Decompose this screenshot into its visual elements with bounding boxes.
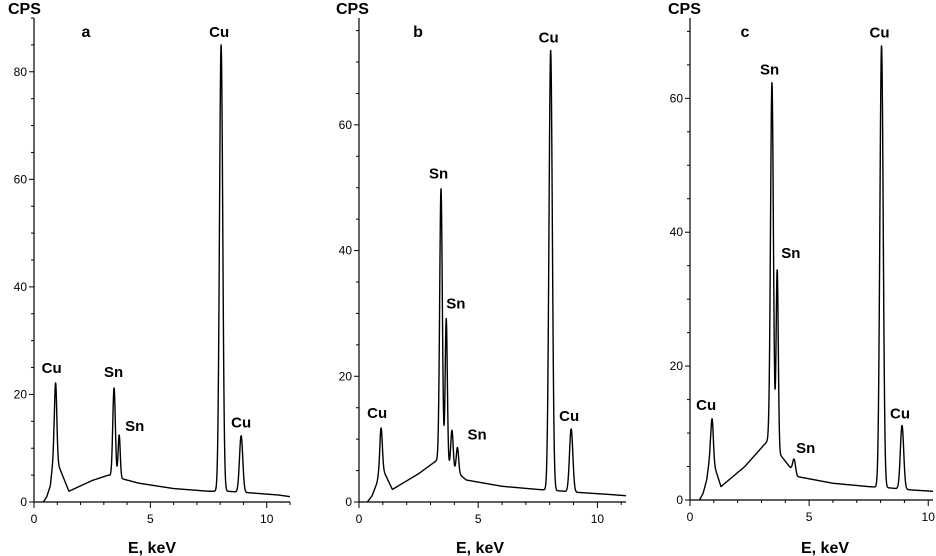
peak-label: Cu (696, 397, 716, 414)
x-tick-label: 0 (687, 510, 694, 524)
x-tick-label: 10 (591, 512, 605, 526)
y-tick-label: 0 (20, 495, 27, 509)
x-axis-title: E, keV (128, 540, 176, 556)
spectrum-line (698, 45, 934, 501)
peak-label: Cu (209, 24, 229, 41)
peak-label: Cu (870, 25, 890, 42)
x-tick-label: 5 (147, 512, 154, 526)
peak-label: Sn (446, 296, 465, 313)
x-tick-label: 5 (806, 510, 813, 524)
x-tick-label: 0 (31, 512, 38, 526)
panel-letter: b (413, 24, 423, 41)
spectrum-line (42, 44, 291, 503)
y-axis-title: CPS (8, 1, 41, 18)
peak-label: Sn (467, 426, 486, 443)
peak-label: Sn (760, 62, 779, 79)
peak-label: Cu (231, 415, 251, 432)
y-tick-label: 0 (676, 493, 683, 507)
peak-label: Cu (890, 405, 910, 422)
y-axis-title: CPS (668, 1, 701, 18)
y-tick-label: 40 (14, 280, 28, 294)
panel-letter: a (82, 24, 91, 41)
x-tick-label: 10 (260, 512, 274, 526)
spectrum-line (366, 49, 627, 503)
y-tick-label: 20 (14, 387, 28, 401)
y-tick-label: 40 (339, 244, 353, 258)
peak-label: Cu (42, 360, 62, 377)
y-tick-label: 40 (670, 225, 684, 239)
y-axis-title: CPS (336, 1, 369, 18)
peak-label: Cu (539, 29, 559, 46)
y-tick-label: 20 (670, 359, 684, 373)
y-tick-label: 0 (345, 495, 352, 509)
panel-letter: c (741, 24, 750, 41)
peak-label: Sn (429, 166, 448, 183)
x-tick-label: 5 (475, 512, 482, 526)
chart-panel-b: 0 20 40 60 0 5 10 CPS E, keV b Cu Sn Sn Sn Cu Cu (336, 1, 627, 556)
peak-label: Sn (125, 418, 144, 435)
x-tick-label: 10 (922, 510, 936, 524)
peak-label: Cu (559, 408, 579, 425)
y-tick-label: 80 (14, 65, 28, 79)
peak-label: Sn (104, 364, 123, 381)
x-tick-label: 0 (356, 512, 363, 526)
y-tick-label: 20 (339, 369, 353, 383)
y-tick-label: 60 (14, 172, 28, 186)
peak-label: Sn (781, 245, 800, 262)
x-axis-title: E, keV (801, 540, 849, 556)
y-tick-label: 60 (339, 118, 353, 132)
peak-label: Cu (367, 405, 387, 422)
peak-label: Sn (796, 440, 815, 457)
chart-panel-c: 0 20 40 60 0 5 10 CPS E, keV c Cu Sn Sn Sn Cu Cu (668, 1, 935, 556)
y-tick-label: 60 (670, 91, 684, 105)
chart-panel-a: 0 20 40 60 80 0 5 10 CPS E, keV a Cu Sn Sn Cu Cu (8, 1, 291, 556)
x-axis-title: E, keV (456, 540, 504, 556)
